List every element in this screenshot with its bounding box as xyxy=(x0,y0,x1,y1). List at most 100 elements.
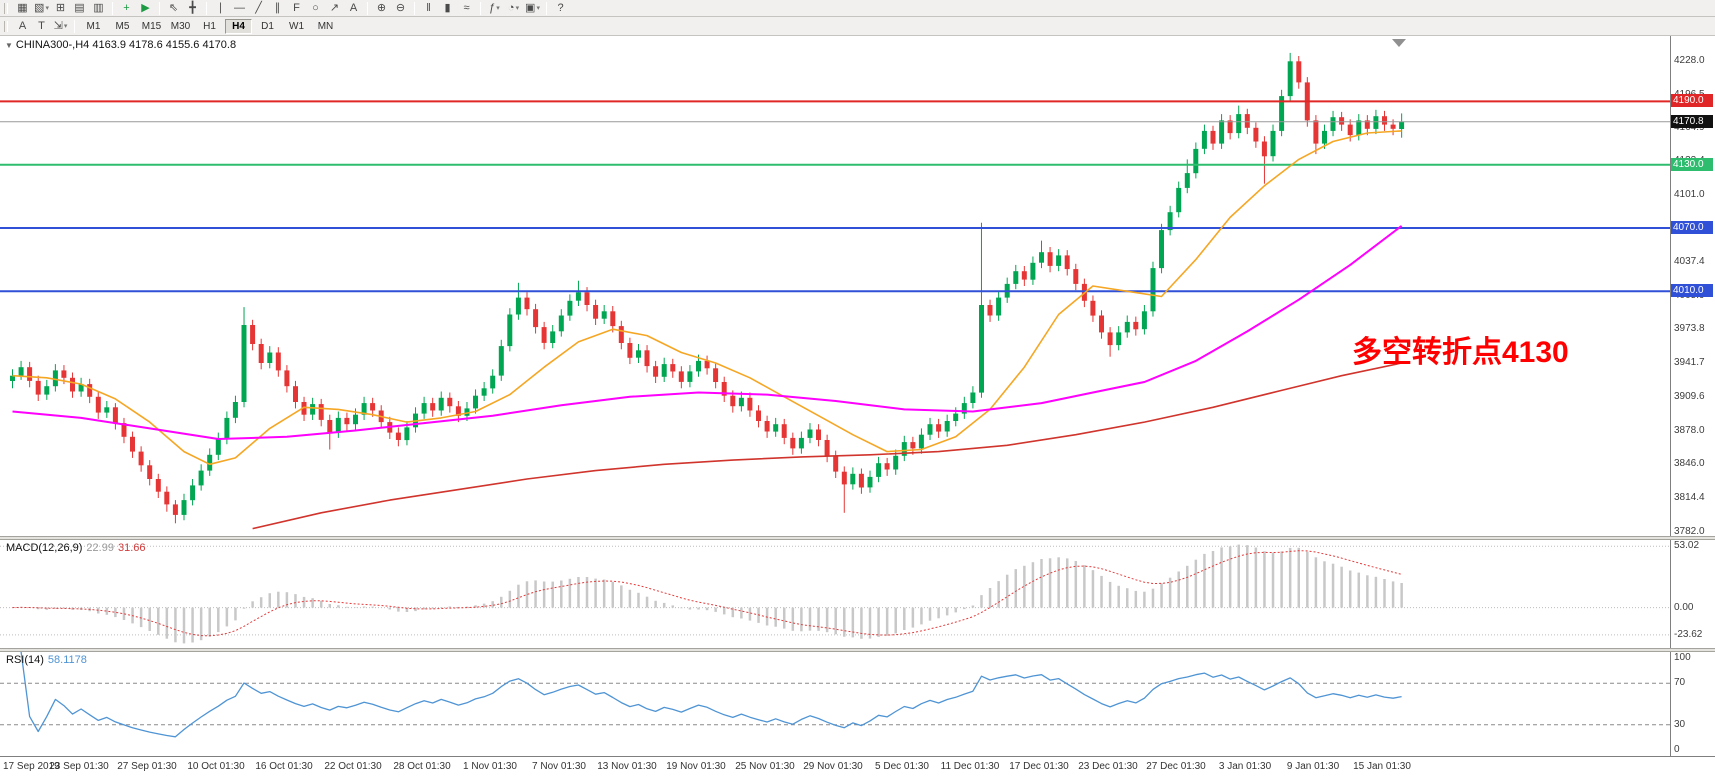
price-tick: 3973.8 xyxy=(1674,323,1705,334)
price-tick: 3782.0 xyxy=(1674,526,1705,537)
macd-signal-line xyxy=(12,550,1402,637)
rsi-tick: 100 xyxy=(1674,652,1691,663)
toolbar-separator xyxy=(206,1,207,15)
ma-medium-magenta xyxy=(12,225,1403,440)
toolbar-separator xyxy=(74,19,75,33)
templates-icon-dropdown[interactable]: ▾ xyxy=(536,4,540,12)
rsi-axis[interactable]: 100 70 30 0 xyxy=(1670,652,1715,756)
chart-title-text: CHINA300-,H4 4163.9 4178.6 4155.6 4170.8 xyxy=(15,39,237,51)
timeframe-m5[interactable]: M5 xyxy=(115,20,130,32)
toolbar-separator xyxy=(414,1,415,15)
text-frame-tool[interactable]: T xyxy=(38,19,45,32)
channel-icon[interactable]: ∥ xyxy=(274,1,281,14)
toolbar-separator xyxy=(480,1,481,15)
macd-axis[interactable]: 53.02 0.00 -23.62 xyxy=(1670,540,1715,648)
ma-fast-orange xyxy=(12,130,1402,466)
time-tick: 23 Dec 01:30 xyxy=(1078,761,1138,772)
crosshair-icon[interactable]: ╋ xyxy=(189,1,196,14)
bar-chart-icon[interactable]: ‖ xyxy=(426,1,431,14)
toolbar-grip[interactable] xyxy=(4,2,8,14)
price-tick: 4228.0 xyxy=(1674,55,1705,66)
time-tick: 13 Nov 01:30 xyxy=(597,761,657,772)
macd-label: MACD(12,26,9) 22.99 31.66 xyxy=(6,542,145,554)
text-label-tool[interactable]: A xyxy=(18,19,27,32)
price-chart-panel: ▼ CHINA300-,H4 4163.9 4178.6 4155.6 4170.… xyxy=(0,36,1715,537)
price-badge-4010.0: 4010.0 xyxy=(1671,284,1713,297)
price-badge-4130.0: 4130.0 xyxy=(1671,158,1713,171)
text-icon[interactable]: A xyxy=(349,1,358,14)
zoom-out-icon[interactable]: ⊖ xyxy=(395,1,406,14)
chart-shift-marker[interactable] xyxy=(1392,39,1406,47)
macd-canvas[interactable] xyxy=(0,540,1670,648)
time-tick: 3 Jan 01:30 xyxy=(1218,761,1272,772)
new-chart-icon[interactable]: ▦ xyxy=(17,1,28,14)
help-icon[interactable]: ? xyxy=(557,1,564,14)
rsi-tick: 0 xyxy=(1674,744,1680,755)
time-tick: 22 Oct 01:30 xyxy=(324,761,382,772)
arrows-icon[interactable]: ↗ xyxy=(329,1,340,14)
time-tick: 19 Nov 01:30 xyxy=(666,761,726,772)
objects-dropdown[interactable]: ⇲ ▾ xyxy=(53,19,68,32)
candlestick-chart-icon[interactable]: ▮ xyxy=(444,1,451,14)
objects-dropdown-dropdown[interactable]: ▾ xyxy=(63,22,68,30)
indicators-icon-dropdown[interactable]: ▾ xyxy=(496,4,500,12)
time-tick: 16 Oct 01:30 xyxy=(255,761,313,772)
rsi-canvas[interactable] xyxy=(0,652,1670,756)
periods-icon[interactable]: ◔ ▾ xyxy=(507,1,520,14)
time-axis[interactable]: 17 Sep 2019 23 Sep 01:30 27 Sep 01:30 10 Oc… xyxy=(0,756,1715,781)
macd-tick: 53.02 xyxy=(1674,540,1700,551)
price-axis[interactable]: 4228.04196.54164.94133.44101.04069.54037… xyxy=(1670,36,1715,537)
data-window-icon[interactable]: ▤ xyxy=(74,1,85,14)
price-chart-canvas[interactable] xyxy=(0,36,1670,536)
trendline-icon[interactable]: ╱ xyxy=(255,1,262,14)
timeframe-d1[interactable]: D1 xyxy=(261,20,274,32)
chart-annotation[interactable]: 多空转折点4130 xyxy=(1352,336,1569,369)
fibonacci-icon[interactable]: F xyxy=(293,1,300,14)
timeframe-h1[interactable]: H1 xyxy=(203,20,216,32)
market-watch-icon[interactable]: ⊞ xyxy=(55,1,66,14)
timeframe-m30[interactable]: M30 xyxy=(170,20,191,32)
zoom-in-icon[interactable]: ⊕ xyxy=(376,1,387,14)
navigator-icon[interactable]: ▥ xyxy=(93,1,104,14)
toolbar-separator xyxy=(546,1,547,15)
periods-icon-dropdown[interactable]: ▾ xyxy=(515,4,520,12)
new-order-icon[interactable]: + xyxy=(123,1,130,14)
main-toolbar: ▦ ▧ ▾ ⊞ ▤ ▥ + ▶ ⇖ ╋ ∣ — ╱ ∥ F ○ ↗ A ⊕ ⊖ ‖ ▮ ≈ ƒ ▾ ◔ ▾ ▣ ▾? xyxy=(0,0,1715,17)
chart-title: ▼ CHINA300-,H4 4163.9 4178.6 4155.6 4170.… xyxy=(5,39,236,51)
ma-slow-red xyxy=(252,362,1402,530)
time-tick: 17 Sep 2019 xyxy=(3,761,60,772)
line-chart-icon[interactable]: ≈ xyxy=(463,1,470,14)
toolbar-separator xyxy=(159,1,160,15)
timeframe-w1[interactable]: W1 xyxy=(289,20,304,32)
price-badge-4070.0: 4070.0 xyxy=(1671,221,1713,234)
time-tick: 27 Sep 01:30 xyxy=(117,761,177,772)
timeframe-m15[interactable]: M15 xyxy=(141,20,162,32)
timeframe-mn[interactable]: MN xyxy=(317,20,334,32)
horizontal-line-icon[interactable]: — xyxy=(234,1,245,14)
rsi-name: RSI(14) xyxy=(6,654,44,666)
rsi-panel: RSI(14) 58.1178 100 70 30 0 xyxy=(0,652,1715,756)
autotrading-icon[interactable]: ▶ xyxy=(141,1,150,14)
indicators-icon[interactable]: ƒ ▾ xyxy=(489,1,500,14)
price-tick: 4101.0 xyxy=(1674,189,1705,200)
price-tick: 3846.0 xyxy=(1674,458,1705,469)
price-tick: 3909.6 xyxy=(1674,391,1705,402)
timeframe-h4[interactable]: H4 xyxy=(225,18,252,34)
templates-icon[interactable]: ▣ ▾ xyxy=(525,1,540,14)
panel-splitter-2[interactable] xyxy=(0,648,1715,652)
chart-profiles-icon-dropdown[interactable]: ▾ xyxy=(45,4,49,12)
timeframe-m1[interactable]: M1 xyxy=(86,20,101,32)
rsi-tick: 30 xyxy=(1674,719,1686,730)
time-tick: 15 Jan 01:30 xyxy=(1353,761,1411,772)
time-tick: 1 Nov 01:30 xyxy=(463,761,517,772)
cursor-icon[interactable]: ⇖ xyxy=(168,1,179,14)
shapes-icon[interactable]: ○ xyxy=(312,1,319,14)
macd-signal-value: 31.66 xyxy=(117,542,146,554)
vertical-line-icon[interactable]: ∣ xyxy=(217,1,224,14)
toolbar-grip[interactable] xyxy=(4,20,8,32)
chart-profiles-icon[interactable]: ▧ ▾ xyxy=(34,1,49,14)
panel-splitter-1[interactable] xyxy=(0,536,1715,540)
toolbar-separator xyxy=(112,1,113,15)
symbol-dropdown-icon[interactable]: ▼ xyxy=(5,41,13,50)
